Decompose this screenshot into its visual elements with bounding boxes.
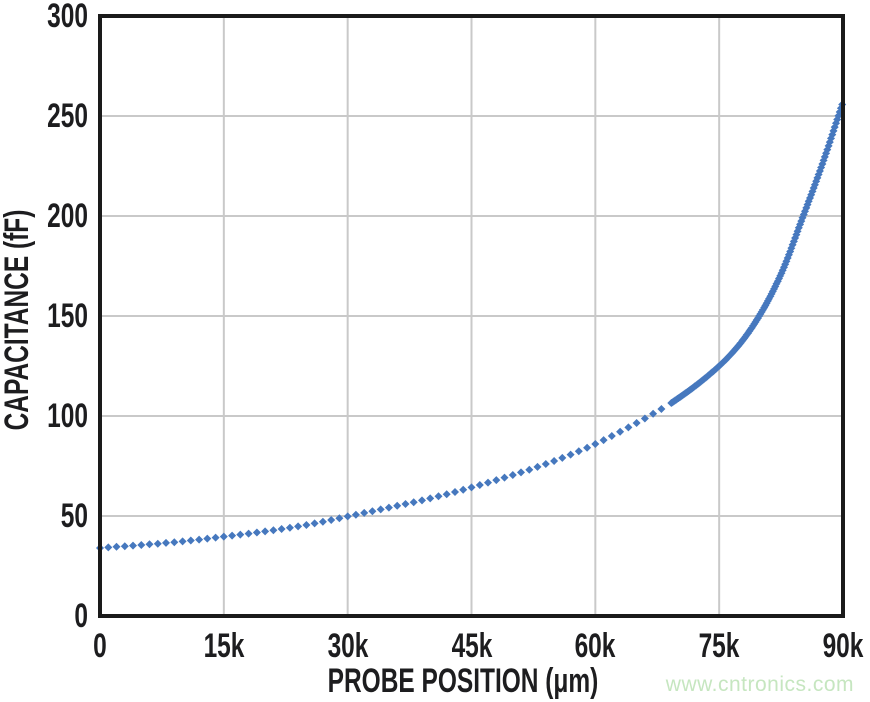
x-tick-label: 30k [327,627,369,665]
x-tick-label: 75k [698,627,740,665]
y-tick-label: 300 [47,0,88,35]
y-tick-label: 50 [60,497,88,535]
x-tick-label: 90k [822,627,864,665]
y-tick-label: 100 [47,397,88,435]
x-tick-label: 45k [451,627,492,665]
plot-frame [98,14,845,618]
y-tick-label: 250 [47,97,88,135]
y-tick-label: 150 [47,297,88,335]
watermark: www.cntronics.com [665,673,854,696]
x-tick-label: 15k [203,627,245,665]
x-tick-label: 0 [93,627,107,665]
x-tick-label: 60k [574,627,616,665]
y-tick-label: 0 [74,597,88,635]
x-axis-title: PROBE POSITION (μm) [327,662,599,700]
y-tick-label: 200 [47,197,88,235]
